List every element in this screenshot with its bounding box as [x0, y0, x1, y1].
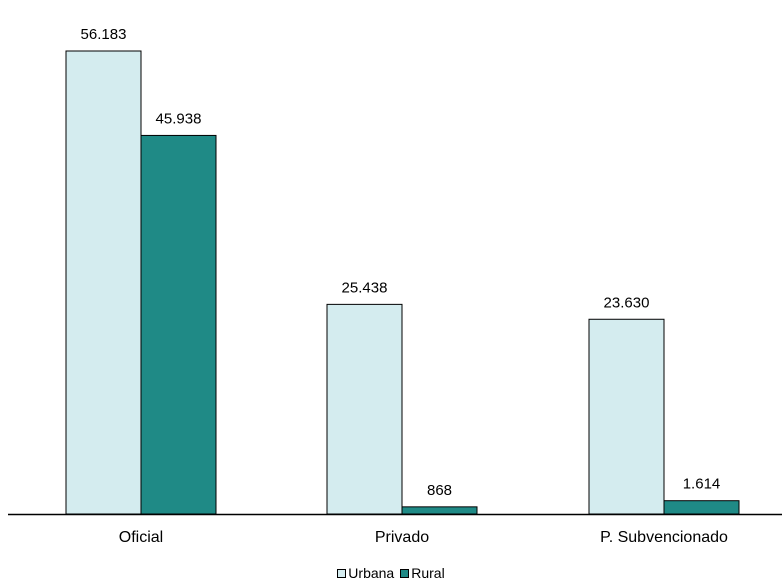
bar-oficial-rural — [140, 134, 217, 515]
legend-item-rural: Rural — [400, 565, 445, 581]
bar-p-subvencionado-rural — [663, 500, 740, 515]
x-tick-label-2: P. Subvencionado — [600, 529, 728, 546]
data-label-oficial-rural: 45.938 — [156, 110, 202, 127]
legend-swatch-rural — [400, 568, 410, 578]
data-label-p-subvencionado-urbana: 23.630 — [604, 294, 650, 311]
x-tick-label-0: Oficial — [119, 529, 163, 546]
legend-swatch-urbana — [337, 568, 347, 578]
data-label-p-subvencionado-rural: 1.614 — [683, 476, 721, 493]
legend-label-urbana: Urbana — [348, 565, 395, 581]
legend-label-rural: Rural — [411, 565, 445, 581]
x-tick-label-1: Privado — [375, 529, 429, 546]
chart-legend: Urbana Rural — [0, 564, 782, 582]
bar-privado-urbana — [326, 303, 403, 515]
bar-oficial-urbana — [65, 50, 142, 515]
legend-item-urbana: Urbana — [337, 565, 394, 581]
data-label-privado-urbana: 25.438 — [342, 279, 388, 296]
bar-privado-rural — [401, 506, 478, 515]
bar-p-subvencionado-urbana — [588, 318, 665, 515]
data-label-oficial-urbana: 56.183 — [81, 26, 127, 43]
data-label-privado-rural: 868 — [427, 482, 452, 499]
